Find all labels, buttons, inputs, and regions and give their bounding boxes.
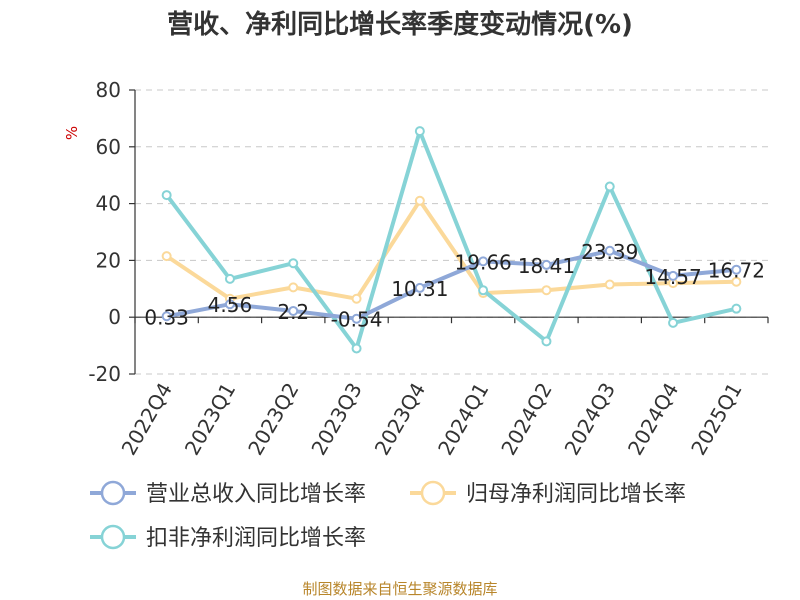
data-labels: 0.33 4.56 2.2 -0.54 10.31 19.66 18.4123.3914.5… (144, 240, 765, 332)
data-label: 4.56 (208, 293, 253, 317)
data-point[interactable] (604, 245, 615, 256)
legend-item-1[interactable]: 归母净利润同比增长率 (410, 480, 686, 507)
series-line-2 (165, 129, 737, 351)
legend-label: 扣非净利润同比增长率 (146, 526, 366, 551)
x-tick-label: 2024Q3 (560, 379, 620, 460)
y-tick-label: 0 (108, 305, 121, 329)
y-tick-label: 60 (96, 135, 121, 159)
data-point[interactable] (478, 285, 489, 296)
data-label: 23.39 (581, 240, 638, 264)
legend-label: 归母净利润同比增长率 (466, 482, 686, 507)
data-point[interactable] (541, 336, 552, 347)
data-label: -0.54 (331, 308, 383, 332)
data-point[interactable] (668, 317, 679, 328)
data-point[interactable] (288, 305, 299, 316)
legend-item-0[interactable]: 营业总收入同比增长率 (90, 480, 366, 507)
x-tick-label: 2024Q4 (623, 379, 683, 460)
data-label: 2.2 (277, 300, 309, 324)
x-tick-label: 2023Q4 (370, 379, 430, 460)
y-tick-label: -20 (88, 362, 121, 386)
source-note: 制图数据来自恒生聚源数据库 (302, 580, 497, 598)
data-label: 14.57 (644, 265, 701, 289)
x-tick-label: 2025Q1 (686, 379, 746, 460)
data-point[interactable] (351, 343, 362, 354)
x-axis-ticks: 2022Q4 2023Q1 2023Q2 2023Q3 2023Q4 2024Q1 2024… (117, 379, 747, 460)
y-tick-label: 80 (96, 78, 121, 102)
series-group (161, 126, 742, 354)
data-point[interactable] (604, 181, 615, 192)
series-2 (161, 126, 742, 354)
data-point[interactable] (288, 282, 299, 293)
data-point[interactable] (224, 299, 235, 310)
grid-lines (135, 89, 768, 375)
data-point[interactable] (351, 313, 362, 324)
data-label: 16.72 (708, 259, 765, 283)
x-tick-label: 2023Q2 (243, 379, 303, 460)
x-tick-label: 2023Q1 (180, 379, 240, 460)
legend-marker-swatch (100, 480, 126, 506)
data-point[interactable] (414, 195, 425, 206)
legend-marker-swatch (420, 480, 446, 506)
data-point[interactable] (414, 282, 425, 293)
data-point[interactable] (604, 279, 615, 290)
data-label: 10.31 (391, 277, 448, 301)
x-tick-label: 2022Q4 (117, 379, 177, 460)
legend-item-2[interactable]: 扣非净利润同比增长率 (90, 524, 366, 551)
y-axis-unit: % (63, 126, 81, 140)
data-point[interactable] (161, 311, 172, 322)
data-point[interactable] (541, 259, 552, 270)
x-tick-label: 2024Q1 (433, 379, 493, 460)
series-line-0 (166, 248, 737, 321)
data-point[interactable] (668, 270, 679, 281)
x-tick-label: 2024Q2 (496, 379, 556, 460)
data-point[interactable] (414, 126, 425, 137)
data-point[interactable] (224, 273, 235, 284)
y-tick-label: 20 (96, 248, 121, 272)
data-point[interactable] (731, 276, 742, 287)
data-point[interactable] (731, 303, 742, 314)
axes (129, 89, 769, 375)
series-0 (161, 245, 742, 324)
data-point[interactable] (478, 256, 489, 267)
data-label: 18.41 (518, 254, 575, 278)
x-tick-label: 2023Q3 (306, 379, 366, 460)
data-label: 0.33 (144, 305, 189, 329)
series-line-1 (165, 198, 737, 301)
data-point[interactable] (351, 293, 362, 304)
data-point[interactable] (541, 285, 552, 296)
legend-marker-swatch (100, 524, 126, 550)
data-point[interactable] (288, 258, 299, 269)
y-axis-ticks: -20 0 20 40 60 80 (88, 78, 121, 386)
chart-title: 营收、净利同比增长率季度变动情况(%) (167, 9, 633, 40)
data-point[interactable] (161, 190, 172, 201)
legend-label: 营业总收入同比增长率 (146, 482, 366, 507)
data-label: 19.66 (455, 250, 512, 274)
data-point[interactable] (161, 251, 172, 262)
data-point[interactable] (731, 264, 742, 275)
y-tick-label: 40 (96, 192, 121, 216)
